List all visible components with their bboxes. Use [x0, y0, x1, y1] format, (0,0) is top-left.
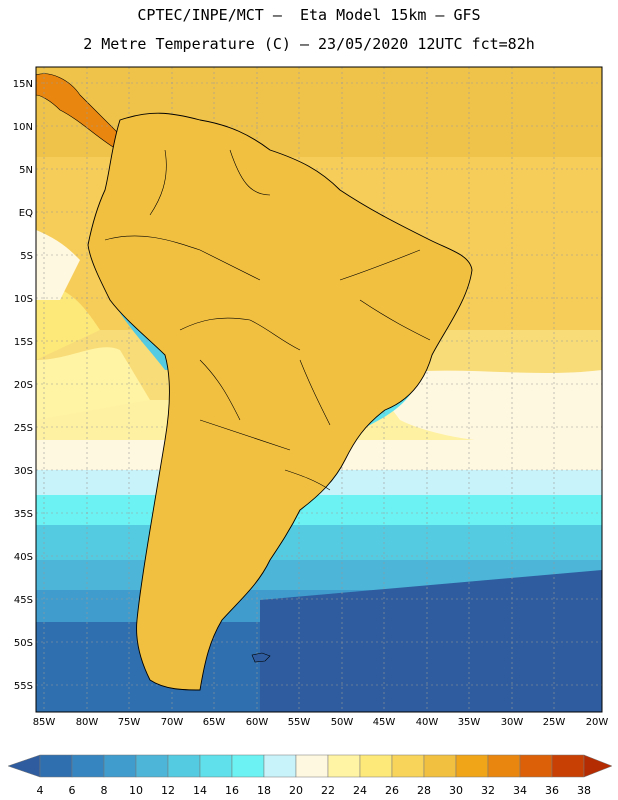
colorbar-arrow-low — [7, 754, 41, 778]
colorbar-swatch — [167, 754, 201, 778]
colorbar-swatch — [487, 754, 521, 778]
lat-label: 25S — [14, 423, 33, 434]
lon-label: 25W — [543, 717, 566, 728]
map-title-line-2: 2 Metre Temperature (C) – 23/05/2020 12U… — [83, 35, 535, 53]
atlantic-patch — [370, 370, 602, 444]
pacific-equatorial — [36, 230, 80, 300]
longitude-labels: 85W 80W 75W 70W 65W 60W 55W 50W 45W 40W … — [33, 717, 609, 728]
colorbar-arrow-high — [583, 754, 613, 778]
lat-label: 50S — [14, 638, 33, 649]
lon-label: 65W — [203, 717, 226, 728]
ocean-band-14 — [36, 525, 602, 565]
lon-label: 85W — [33, 717, 56, 728]
latitude-labels: 15N 10N 5N EQ 5S 10S 15S 20S 25S 30S 35S… — [13, 79, 33, 692]
map-frame — [35, 66, 603, 713]
lon-label: 55W — [288, 717, 311, 728]
colorbar-label: 38 — [577, 784, 591, 797]
lon-label: 20W — [586, 717, 609, 728]
colorbar-label: 34 — [513, 784, 527, 797]
colorbar-label: 4 — [37, 784, 44, 797]
colorbar-swatch — [231, 754, 265, 778]
ocean-south-cold — [260, 570, 602, 712]
falkland-islands — [251, 652, 271, 663]
lon-label: 80W — [76, 717, 99, 728]
colorbar-label: 6 — [69, 784, 76, 797]
lon-label: 30W — [501, 717, 524, 728]
colorbar-swatch — [327, 754, 361, 778]
colorbar-swatch — [263, 754, 297, 778]
colorbar-label: 20 — [289, 784, 303, 797]
lat-label: 15S — [14, 337, 33, 348]
colorbar-label: 24 — [353, 784, 367, 797]
lon-label: 70W — [161, 717, 184, 728]
lon-label: 75W — [118, 717, 141, 728]
colorbar-label: 18 — [257, 784, 271, 797]
colorbar-swatch — [455, 754, 489, 778]
pacific-band-2 — [36, 347, 150, 420]
colorbar-swatch — [551, 754, 585, 778]
lon-label: 50W — [331, 717, 354, 728]
colorbar-swatch — [39, 754, 73, 778]
colorbar-label: 30 — [449, 784, 463, 797]
colorbar-swatch — [135, 754, 169, 778]
map-plot-area — [36, 67, 602, 712]
lat-label: 55S — [14, 681, 33, 692]
colorbar-label: 12 — [161, 784, 175, 797]
colorbar-label: 10 — [129, 784, 143, 797]
lat-label: 20S — [14, 380, 33, 391]
colorbar-label: 22 — [321, 784, 335, 797]
colorbar-swatch — [423, 754, 457, 778]
colorbar-swatch — [71, 754, 105, 778]
colorbar-label: 32 — [481, 784, 495, 797]
colorbar-label: 8 — [101, 784, 108, 797]
lat-label: 40S — [14, 552, 33, 563]
lat-label: 5S — [20, 251, 33, 262]
map-title-line-1: CPTEC/INPE/MCT – Eta Model 15km – GFS — [137, 6, 481, 24]
country-borders — [104, 149, 431, 491]
colorbar-label: 26 — [385, 784, 399, 797]
graticule — [36, 67, 602, 712]
colorbar-swatch — [199, 754, 233, 778]
lat-label: 35S — [14, 509, 33, 520]
lon-label: 45W — [373, 717, 396, 728]
lat-label: EQ — [19, 208, 33, 219]
lat-label: 5N — [19, 165, 33, 176]
colorbar-label: 14 — [193, 784, 207, 797]
lat-label: 45S — [14, 595, 33, 606]
colorbar-swatch — [359, 754, 393, 778]
colorbar-label: 28 — [417, 784, 431, 797]
lat-label: 30S — [14, 466, 33, 477]
lat-label: 10S — [14, 294, 33, 305]
lon-label: 60W — [246, 717, 269, 728]
colorbar-swatch — [295, 754, 329, 778]
colorbar-swatch — [103, 754, 137, 778]
lon-label: 40W — [416, 717, 439, 728]
lat-label: 10N — [13, 122, 33, 133]
colorbar: 4 6 8 10 12 14 16 18 20 22 24 26 28 30 32 34 36 38 — [7, 754, 613, 797]
lon-label: 35W — [458, 717, 481, 728]
colorbar-label: 16 — [225, 784, 239, 797]
colorbar-label: 36 — [545, 784, 559, 797]
colorbar-swatch — [519, 754, 553, 778]
colorbar-swatch — [391, 754, 425, 778]
lat-label: 15N — [13, 79, 33, 90]
